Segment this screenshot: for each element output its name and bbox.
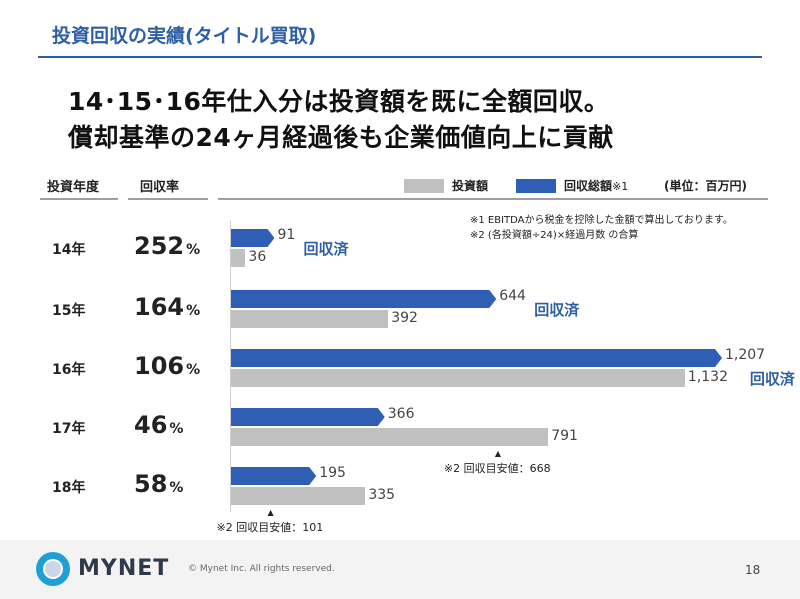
recovery-rate-value: 58 <box>134 470 168 498</box>
investment-bar <box>231 428 549 446</box>
recovery-bar <box>231 349 722 367</box>
chart-baseline <box>230 220 231 512</box>
investment-value-label: 1,132 <box>687 369 729 385</box>
investment-value-label: 36 <box>248 249 267 265</box>
target-value-note: ※2 回収目安値：668 <box>443 462 551 475</box>
investment-bar <box>231 249 246 267</box>
recovery-rate-unit: % <box>169 421 184 437</box>
recovery-rate-unit: % <box>186 242 201 258</box>
target-marker-icon: ▲ <box>494 449 502 458</box>
recovered-status-label: 回収済 <box>303 240 349 258</box>
recovery-rate: 58% <box>134 470 183 498</box>
target-marker-icon: ▲ <box>267 508 274 517</box>
chart-column-rule <box>218 198 768 200</box>
legend-investment-swatch <box>404 179 444 193</box>
recovery-value-label: 91 <box>277 227 296 243</box>
recovery-rate-value: 106 <box>134 352 185 380</box>
target-value-note: ※2 回収目安値：101 <box>216 521 324 534</box>
recovery-rate-unit: % <box>169 480 184 496</box>
investment-value-label: 392 <box>391 310 418 326</box>
recovery-value-label: 1,207 <box>725 347 766 363</box>
year-label: 14年 <box>52 242 86 258</box>
logo-wordmark: MYNET <box>78 556 170 581</box>
recovery-rate: 106% <box>134 352 200 380</box>
recovered-status-label: 回収済 <box>534 301 580 319</box>
recovery-bar <box>231 408 385 426</box>
recovery-value-label: 195 <box>319 465 346 481</box>
recovery-rate: 164% <box>134 293 200 321</box>
headline-line-1: 14･15･16年仕入分は投資額を既に全額回収。 <box>68 87 610 116</box>
title-divider <box>38 56 762 58</box>
year-label: 17年 <box>52 421 86 437</box>
recovery-rate-unit: % <box>186 362 201 378</box>
legend-recovery-footnote-mark: ※1 <box>612 180 629 193</box>
legend-investment-label: 投資額 <box>452 179 489 193</box>
year-column-rule <box>40 198 118 200</box>
investment-bar <box>231 310 389 328</box>
recovery-bar <box>231 467 317 485</box>
recovery-rate: 46% <box>134 411 183 439</box>
recovery-rate-unit: % <box>186 303 201 319</box>
recovery-bar <box>231 229 275 247</box>
slide-title: 投資回収の実績(タイトル買取) <box>52 25 317 47</box>
rate-column-header: 回収率 <box>140 180 180 195</box>
legend-recovery-label: 回収総額 <box>564 179 613 193</box>
investment-value-label: 791 <box>551 428 578 444</box>
recovered-status-label: 回収済 <box>749 370 795 388</box>
copyright: © Mynet Inc. All rights reserved. <box>188 564 335 574</box>
page-number: 18 <box>745 563 761 577</box>
year-label: 18年 <box>52 480 86 496</box>
recovery-value-label: 644 <box>499 288 526 304</box>
headline-line-2: 償却基準の24ヶ月経過後も企業価値向上に貢献 <box>68 123 614 152</box>
footer <box>0 540 800 599</box>
year-label: 16年 <box>52 362 86 378</box>
footnote-1: ※1 EBITDAから税金を控除した金額で算出しております。 <box>470 215 733 226</box>
legend-unit: (単位：百万円) <box>664 179 747 193</box>
recovery-rate-value: 46 <box>134 411 168 439</box>
investment-bar <box>231 487 366 505</box>
rate-column-rule <box>128 198 208 200</box>
recovery-rate-value: 164 <box>134 293 185 321</box>
year-column-header: 投資年度 <box>47 180 100 195</box>
investment-value-label: 335 <box>368 487 396 503</box>
year-label: 15年 <box>52 303 86 319</box>
recovery-value-label: 366 <box>387 406 415 422</box>
recovery-bar <box>231 290 497 308</box>
legend-recovery-swatch <box>516 179 556 193</box>
legend-recovery-item: 回収総額※1 <box>564 177 628 194</box>
investment-bar <box>231 369 685 387</box>
recovery-rate: 252% <box>134 232 200 260</box>
mynet-logo-icon <box>36 552 70 586</box>
footnote-2: ※2 (各投資額÷24)×経過月数 の合算 <box>470 230 639 241</box>
recovery-rate-value: 252 <box>134 232 185 260</box>
